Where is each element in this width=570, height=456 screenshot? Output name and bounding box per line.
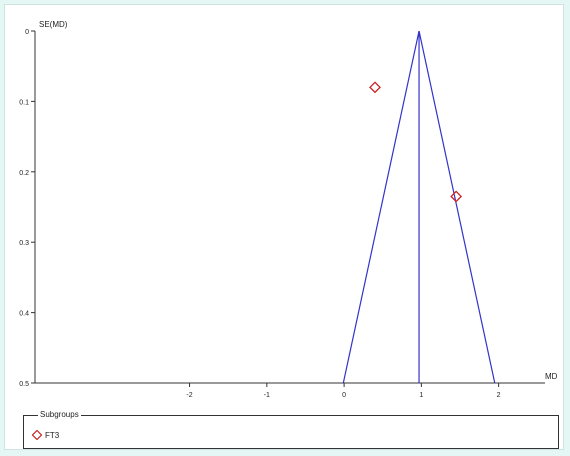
data-point-diamond <box>369 81 381 94</box>
data-points <box>369 81 570 249</box>
y-tick-label: 0 <box>25 29 29 36</box>
x-tick-label: 1 <box>419 392 423 399</box>
y-tick-label: 0.5 <box>19 381 29 388</box>
x-tick-label: 0 <box>342 392 346 399</box>
data-point-diamond <box>450 190 463 203</box>
legend-entry-ft3: FT3 <box>32 430 59 440</box>
chart-panel: 0 0.1 0.2 0.3 0.4 0.5 -2 -1 0 1 2 SE(MD) MD Subgr… <box>4 4 570 450</box>
x-tick-label: 2 <box>497 392 501 399</box>
y-tick-label: 0.2 <box>19 170 29 177</box>
legend-title: Subgroups <box>38 410 81 419</box>
y-tick-label: 0.3 <box>19 240 29 247</box>
funnel-lines <box>342 30 496 384</box>
y-ticks: 0 0.1 0.2 0.3 0.4 0.5 <box>19 29 35 388</box>
x-tick-label: -1 <box>264 392 270 399</box>
x-ticks: -2 -1 0 1 2 <box>186 383 501 399</box>
diamond-marker-icon <box>32 430 42 440</box>
legend: Subgroups FT3 <box>23 410 559 449</box>
funnel-line <box>418 30 496 384</box>
funnel-line <box>342 30 420 384</box>
y-tick-label: 0.4 <box>19 311 29 318</box>
funnel-plot: 0 0.1 0.2 0.3 0.4 0.5 -2 -1 0 1 2 SE(MD) MD <box>19 20 570 399</box>
y-axis-label: SE(MD) <box>39 20 68 29</box>
y-tick-label: 0.1 <box>19 99 29 106</box>
legend-label: FT3 <box>45 430 60 440</box>
x-axis-label: MD <box>545 372 558 381</box>
x-tick-label: -2 <box>186 392 192 399</box>
